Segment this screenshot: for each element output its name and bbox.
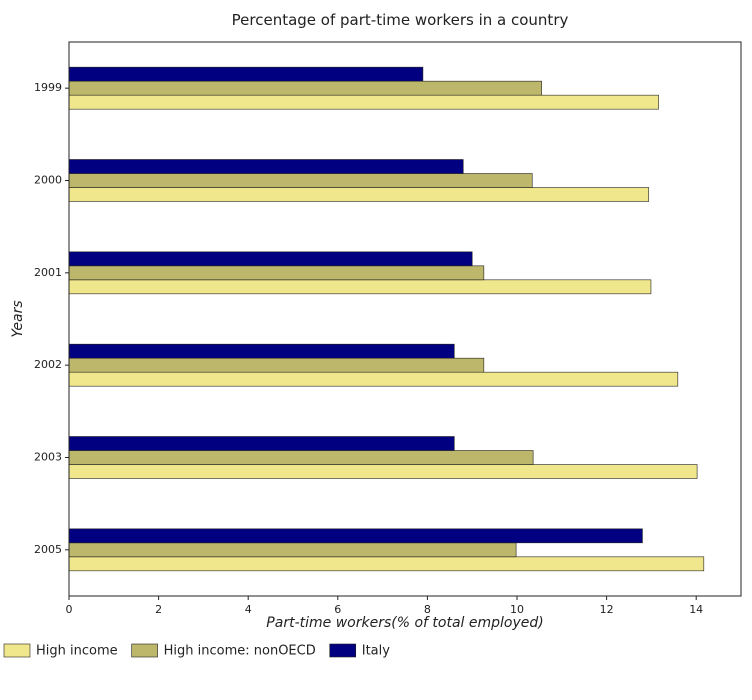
bar-2001-series-0: [68, 279, 652, 295]
plot-frame: [68, 41, 742, 597]
x-tick-label: 6: [334, 603, 341, 616]
bar-2002-series-1: [68, 357, 485, 373]
legend-label-1: High income: nonOECD: [164, 644, 316, 659]
x-tick-label: 12: [600, 603, 614, 616]
bars-layer: [68, 66, 705, 572]
bar-2000-series-2: [68, 159, 464, 174]
x-tick-label: 4: [245, 603, 252, 616]
y-tick-label: 2005: [34, 543, 62, 556]
y-tick-label: 2002: [34, 358, 62, 371]
bar-1999-series-2: [68, 66, 424, 82]
y-tick-label: 1999: [34, 81, 62, 94]
y-axis-label: Years: [10, 300, 26, 337]
legend: High income High income: nonOECD Italy: [3, 643, 391, 659]
legend-label-2: Italy: [362, 644, 391, 659]
x-tick-labels: 0 2 4 6 8 10 12 14: [66, 596, 703, 616]
legend-swatch-2: [329, 643, 357, 658]
x-tick-label: 14: [689, 603, 703, 616]
bar-2002-series-2: [68, 343, 455, 359]
x-tick-label: 8: [424, 603, 431, 616]
bar-1999-series-1: [68, 80, 542, 96]
chart-title: Percentage of part-time workers in a cou…: [232, 11, 569, 29]
bar-2005-series-0: [68, 556, 705, 572]
bar-2000-series-0: [68, 187, 650, 202]
x-tick-label: 2: [155, 603, 162, 616]
x-axis-label: Part-time workers(% of total employed): [266, 615, 543, 631]
bar-2001-series-2: [68, 251, 473, 267]
x-tick-label: 0: [66, 603, 73, 616]
bar-2003-series-0: [68, 464, 698, 479]
bar-2000-series-1: [68, 173, 533, 188]
y-tick-labels: 1999 2000 2001 2002 2003 2005: [34, 81, 69, 556]
bar-1999-series-0: [68, 94, 659, 110]
y-tick-label: 2001: [34, 266, 62, 279]
bar-2003-series-1: [68, 450, 534, 465]
bar-2001-series-1: [68, 265, 485, 281]
y-tick-label: 2003: [34, 451, 62, 464]
bar-2005-series-1: [68, 542, 517, 558]
x-tick-label: 10: [510, 603, 524, 616]
legend-swatch-1: [131, 643, 158, 658]
y-tick-label: 2000: [34, 174, 62, 187]
bar-2003-series-2: [68, 436, 455, 451]
legend-swatch-0: [3, 643, 31, 658]
bar-2002-series-0: [68, 371, 679, 387]
bar-2005-series-2: [68, 528, 643, 544]
legend-label-0: High income: [36, 644, 118, 659]
